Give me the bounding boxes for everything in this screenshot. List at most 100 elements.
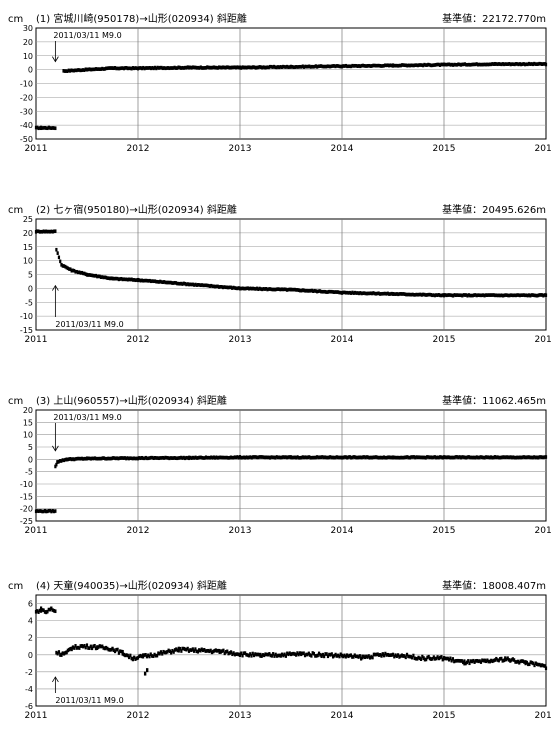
data-point: [431, 656, 434, 661]
data-point: [298, 651, 302, 655]
data-point: [56, 251, 59, 255]
data-point: [275, 654, 279, 658]
data-point: [176, 66, 179, 70]
data-point: [114, 456, 117, 461]
data-point: [488, 62, 491, 67]
data-point: [407, 63, 410, 68]
data-point: [398, 655, 401, 659]
data-point: [300, 455, 303, 460]
data-point: [70, 68, 73, 73]
data-point: [408, 654, 411, 659]
data-point: [474, 293, 477, 297]
data-point: [262, 65, 265, 69]
x-tick-label: 2013: [229, 526, 252, 536]
data-point: [98, 274, 101, 279]
data-point: [276, 287, 280, 291]
data-point: [61, 651, 64, 655]
data-point: [508, 293, 511, 298]
data-point: [209, 648, 212, 653]
data-point: [263, 287, 266, 291]
x-tick-label: 2014: [331, 526, 354, 536]
data-point: [328, 652, 331, 657]
data-point: [126, 66, 129, 71]
data-point: [181, 65, 184, 70]
data-point: [233, 455, 236, 459]
data-point: [403, 63, 406, 68]
data-point: [113, 276, 117, 281]
data-point: [62, 69, 65, 73]
data-point: [421, 292, 425, 297]
data-point: [124, 653, 127, 658]
data-point: [93, 643, 96, 648]
data-point: [356, 64, 359, 68]
data-point: [474, 62, 477, 67]
data-point: [109, 456, 112, 461]
data-point: [144, 278, 147, 283]
data-point: [441, 657, 444, 662]
data-point: [477, 659, 480, 664]
data-point: [293, 65, 297, 69]
data-point: [531, 62, 535, 67]
data-point: [317, 64, 320, 69]
data-point: [204, 455, 208, 460]
data-point: [268, 456, 272, 460]
data-point: [378, 292, 382, 296]
y-tick-label: -15: [20, 326, 33, 335]
data-point: [397, 292, 400, 297]
y-tick-label: -30: [20, 107, 33, 116]
data-point: [36, 229, 39, 233]
data-point: [538, 455, 541, 459]
y-tick-label: -5: [25, 468, 33, 477]
data-point: [182, 455, 185, 460]
data-point: [513, 455, 516, 460]
data-point: [538, 662, 541, 667]
data-point: [203, 647, 206, 652]
x-tick-label: 2013: [229, 144, 252, 154]
data-point: [237, 286, 240, 290]
data-point: [212, 649, 215, 654]
data-point: [136, 66, 140, 71]
data-point: [139, 278, 142, 283]
data-point: [248, 286, 251, 291]
data-point: [274, 287, 277, 292]
data-point: [526, 293, 529, 298]
data-point: [163, 650, 166, 655]
data-point: [374, 291, 378, 296]
x-tick-label: 2015: [433, 711, 456, 721]
data-point: [525, 660, 528, 665]
data-point: [245, 652, 248, 657]
data-point: [69, 646, 72, 651]
data-point: [299, 455, 302, 460]
data-point: [432, 63, 435, 67]
data-point: [157, 66, 161, 70]
data-point: [308, 289, 311, 293]
data-point: [544, 62, 548, 67]
data-point: [497, 455, 501, 460]
data-point: [73, 646, 76, 650]
data-point: [444, 656, 447, 661]
data-point: [458, 293, 461, 298]
data-point: [425, 455, 429, 459]
data-point: [267, 455, 270, 460]
data-point: [159, 65, 162, 70]
data-point: [309, 65, 312, 69]
data-point: [177, 65, 180, 70]
data-point: [429, 293, 433, 297]
data-point: [402, 455, 405, 460]
data-point: [140, 455, 144, 460]
data-point: [540, 455, 544, 460]
data-point: [244, 651, 247, 655]
data-point: [108, 456, 111, 461]
data-point: [384, 63, 387, 68]
data-point: [518, 293, 521, 298]
data-point: [388, 653, 391, 658]
data-point: [60, 653, 63, 657]
data-point: [92, 644, 95, 649]
data-point: [91, 67, 94, 72]
data-point: [156, 279, 159, 284]
data-point: [475, 293, 478, 298]
data-point: [246, 455, 249, 460]
data-point: [340, 291, 344, 295]
data-point: [87, 67, 90, 72]
data-point: [279, 653, 282, 658]
